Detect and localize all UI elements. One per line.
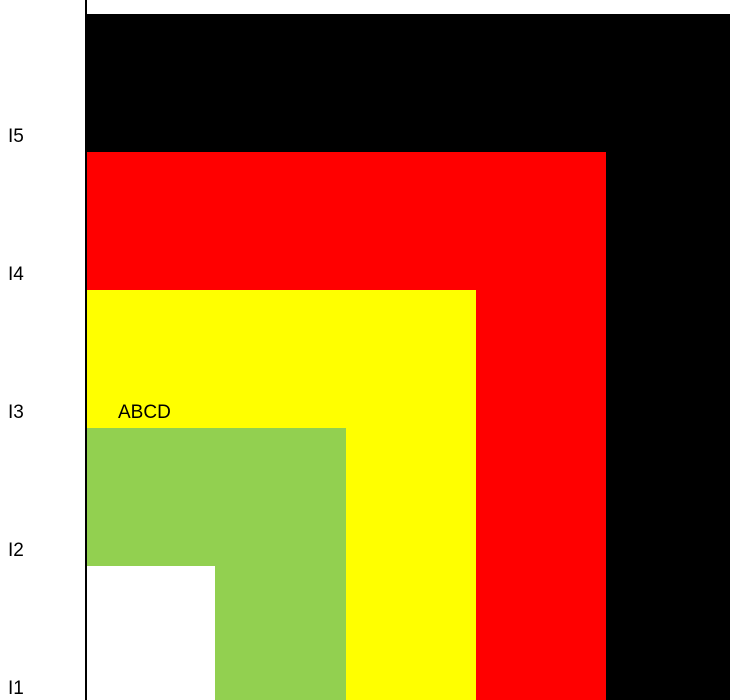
row-label-i3: I3	[8, 402, 24, 423]
annotation-label: ABCD	[118, 402, 171, 423]
left-axis-line	[85, 0, 87, 700]
row-label-i2: I2	[8, 540, 24, 561]
row-label-i1: I1	[8, 678, 24, 699]
block-i1	[85, 566, 215, 700]
row-label-i5: I5	[8, 126, 24, 147]
row-label-i4: I4	[8, 264, 24, 285]
